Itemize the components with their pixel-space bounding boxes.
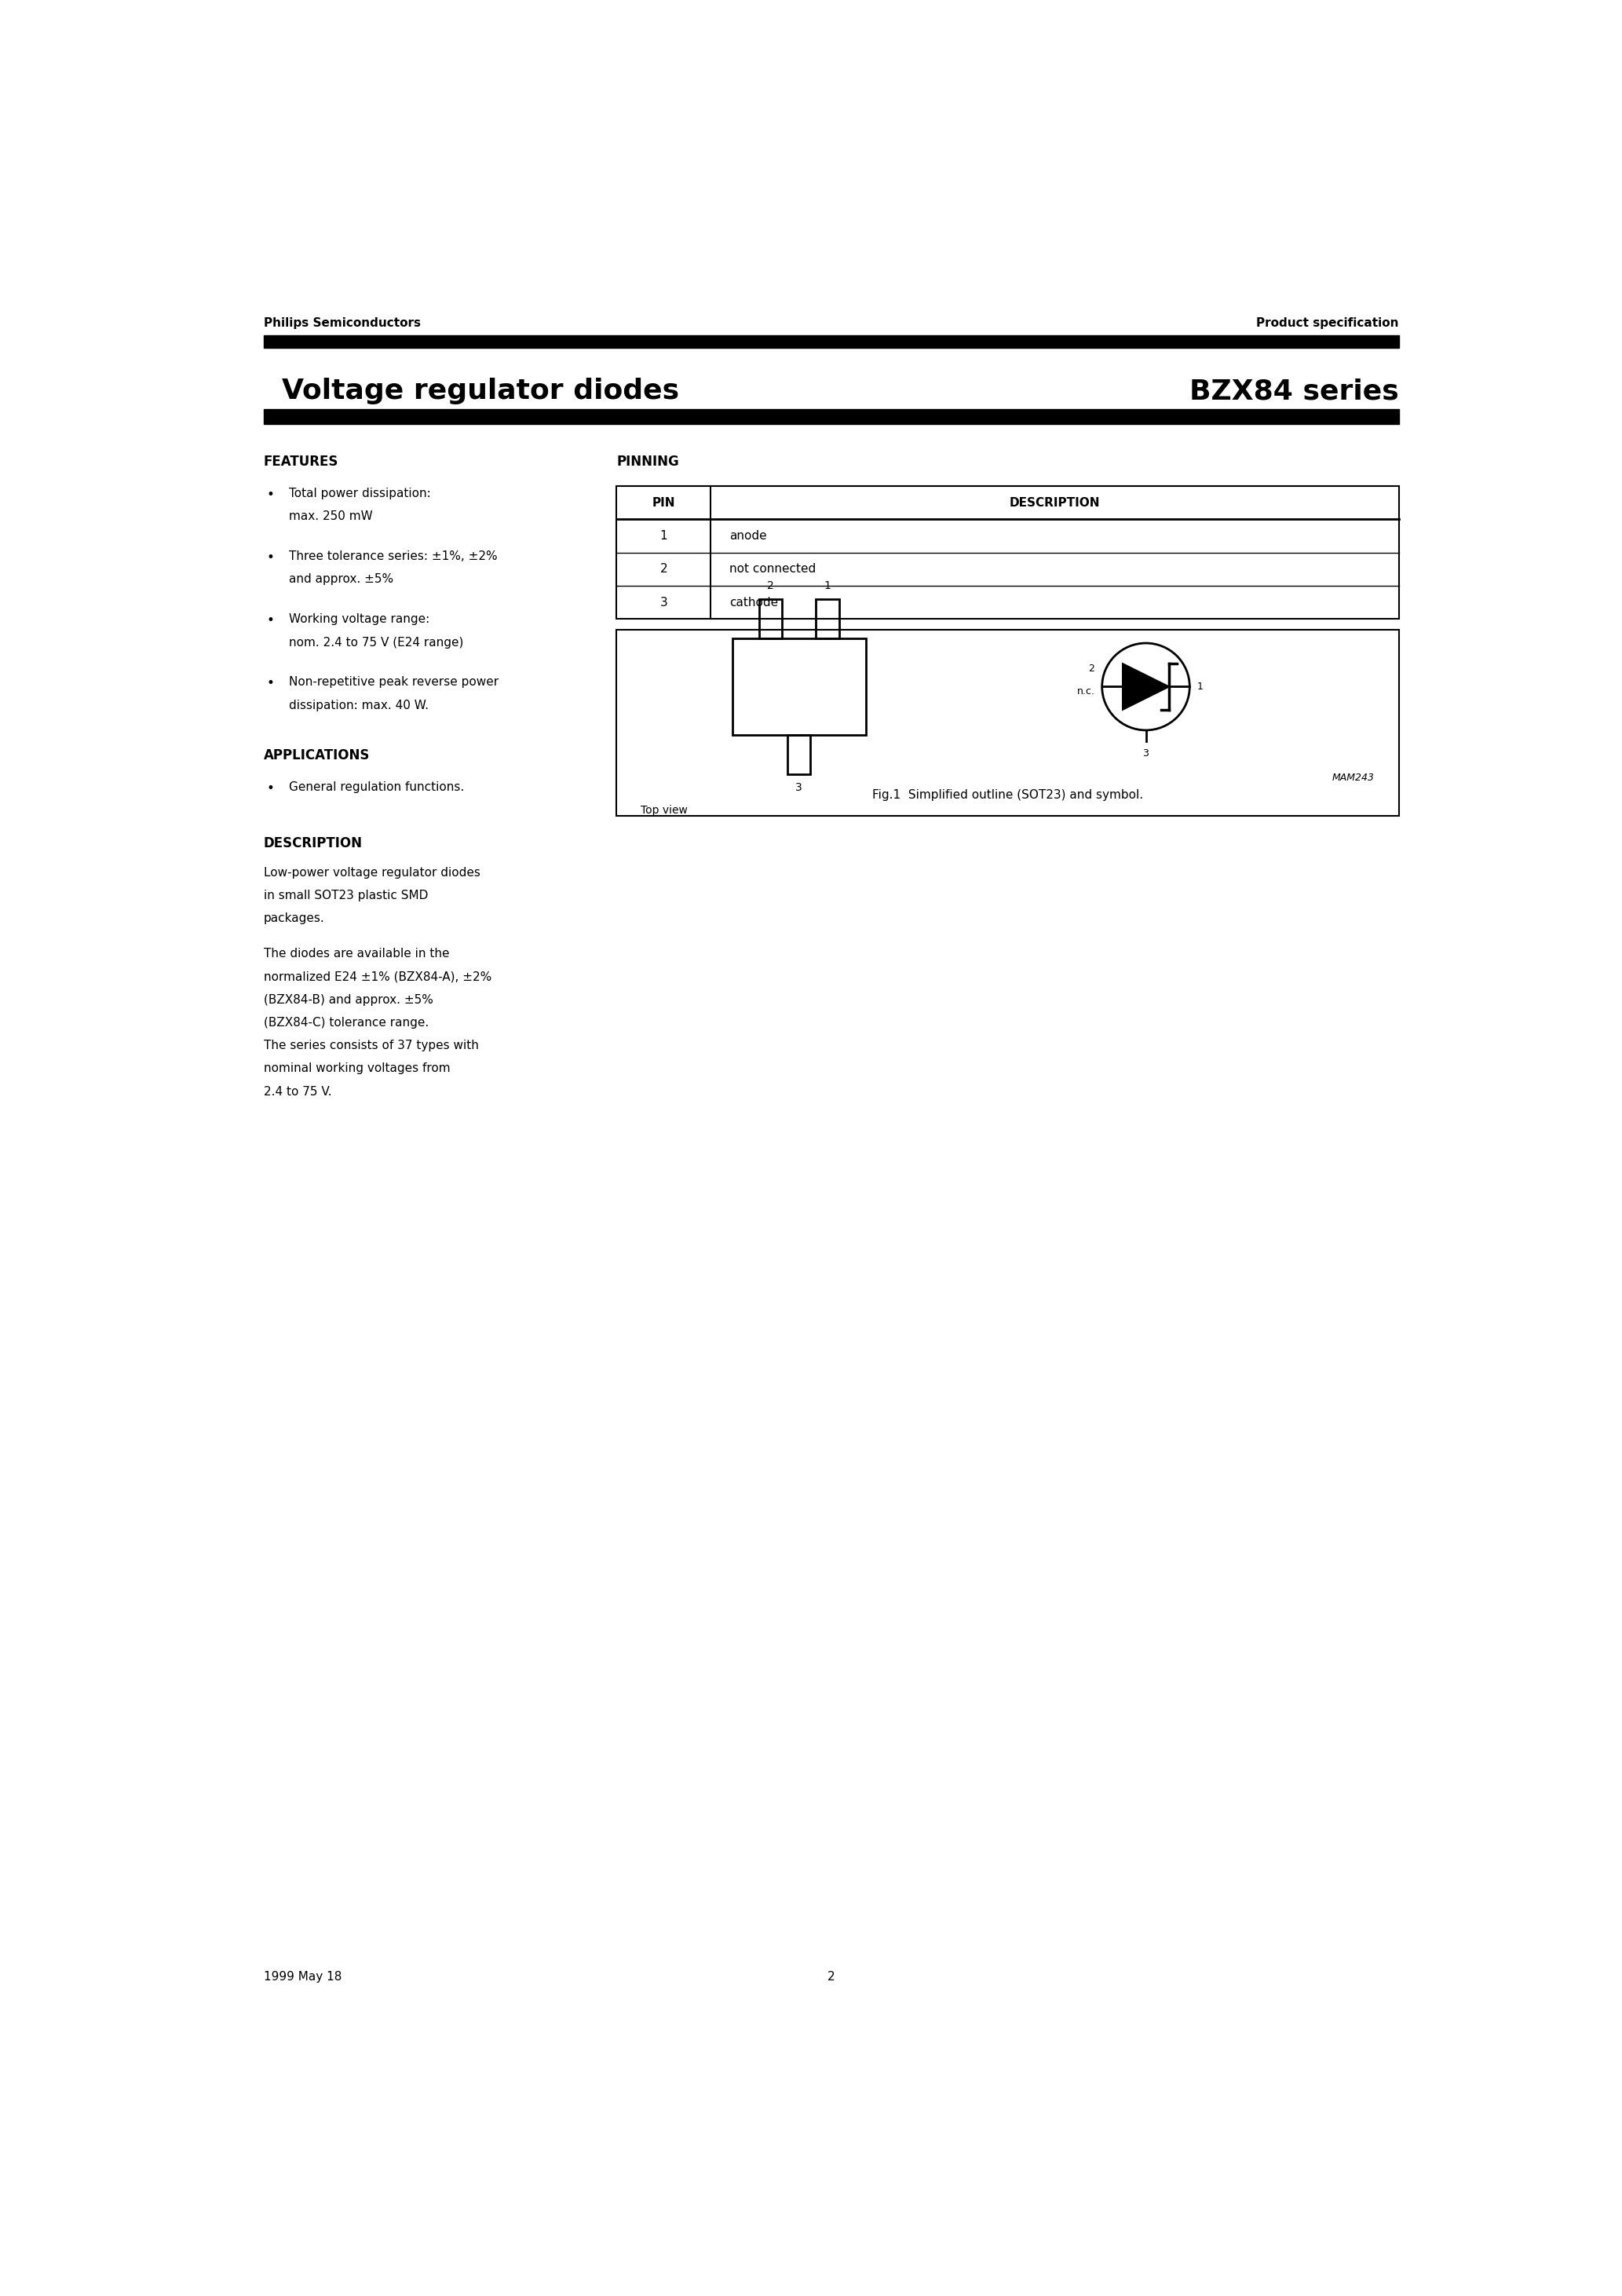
Text: 2: 2 xyxy=(767,581,774,590)
Text: 2: 2 xyxy=(660,563,667,574)
Text: Total power dissipation:: Total power dissipation: xyxy=(289,487,431,501)
Text: not connected: not connected xyxy=(728,563,816,574)
Text: cathode: cathode xyxy=(728,597,779,608)
Text: •: • xyxy=(266,551,274,565)
Text: PINNING: PINNING xyxy=(616,455,680,468)
Bar xyxy=(759,599,782,638)
Text: MAM243: MAM243 xyxy=(1332,771,1374,783)
Text: 3: 3 xyxy=(660,597,668,608)
Bar xyxy=(787,735,811,774)
Text: DESCRIPTION: DESCRIPTION xyxy=(1009,496,1100,507)
Text: Three tolerance series: ±1%, ±2%: Three tolerance series: ±1%, ±2% xyxy=(289,551,498,563)
Text: Fig.1  Simplified outline (SOT23) and symbol.: Fig.1 Simplified outline (SOT23) and sym… xyxy=(873,790,1144,801)
Text: packages.: packages. xyxy=(264,914,324,925)
Text: max. 250 mW: max. 250 mW xyxy=(289,510,373,523)
Text: FEATURES: FEATURES xyxy=(264,455,339,468)
Text: (BZX84-C) tolerance range.: (BZX84-C) tolerance range. xyxy=(264,1017,428,1029)
Text: 2: 2 xyxy=(827,1972,835,1984)
Text: The series consists of 37 types with: The series consists of 37 types with xyxy=(264,1040,478,1052)
Text: DESCRIPTION: DESCRIPTION xyxy=(264,836,362,852)
Text: The diodes are available in the: The diodes are available in the xyxy=(264,948,449,960)
Text: PIN: PIN xyxy=(652,496,675,507)
Text: 1: 1 xyxy=(1197,682,1204,691)
Text: Working voltage range:: Working voltage range: xyxy=(289,613,430,625)
Text: 2: 2 xyxy=(1088,664,1095,673)
Text: •: • xyxy=(266,677,274,691)
Text: Low-power voltage regulator diodes: Low-power voltage regulator diodes xyxy=(264,868,480,879)
Text: •: • xyxy=(266,781,274,797)
Text: dissipation: max. 40 W.: dissipation: max. 40 W. xyxy=(289,700,428,712)
Text: 1: 1 xyxy=(660,530,667,542)
Text: •: • xyxy=(266,613,274,627)
Bar xyxy=(264,335,1398,347)
Text: Non-repetitive peak reverse power: Non-repetitive peak reverse power xyxy=(289,677,500,689)
Text: 1999 May 18: 1999 May 18 xyxy=(264,1972,342,1984)
Text: nominal working voltages from: nominal working voltages from xyxy=(264,1063,451,1075)
Text: BZX84 series: BZX84 series xyxy=(1189,379,1398,404)
Text: n.c.: n.c. xyxy=(1077,687,1095,698)
Text: and approx. ±5%: and approx. ±5% xyxy=(289,574,394,585)
Bar xyxy=(616,629,1398,815)
Bar xyxy=(816,599,839,638)
Text: 3: 3 xyxy=(1144,748,1148,758)
Text: Product specification: Product specification xyxy=(1257,317,1398,328)
Text: in small SOT23 plastic SMD: in small SOT23 plastic SMD xyxy=(264,891,428,902)
Text: Top view: Top view xyxy=(641,804,688,815)
Polygon shape xyxy=(1122,664,1169,709)
Text: APPLICATIONS: APPLICATIONS xyxy=(264,748,370,762)
Text: •: • xyxy=(266,487,274,503)
Text: 1: 1 xyxy=(824,581,830,590)
Text: 2.4 to 75 V.: 2.4 to 75 V. xyxy=(264,1086,331,1097)
Text: Voltage regulator diodes: Voltage regulator diodes xyxy=(282,379,680,404)
Bar xyxy=(264,409,1398,425)
Text: Philips Semiconductors: Philips Semiconductors xyxy=(264,317,420,328)
Text: General regulation functions.: General regulation functions. xyxy=(289,781,464,794)
Text: (BZX84-B) and approx. ±5%: (BZX84-B) and approx. ±5% xyxy=(264,994,433,1006)
Text: normalized E24 ±1% (BZX84-A), ±2%: normalized E24 ±1% (BZX84-A), ±2% xyxy=(264,971,491,983)
Bar xyxy=(616,487,1398,620)
Text: 3: 3 xyxy=(796,783,803,792)
Text: anode: anode xyxy=(728,530,767,542)
Text: nom. 2.4 to 75 V (E24 range): nom. 2.4 to 75 V (E24 range) xyxy=(289,636,464,647)
Bar xyxy=(732,638,866,735)
